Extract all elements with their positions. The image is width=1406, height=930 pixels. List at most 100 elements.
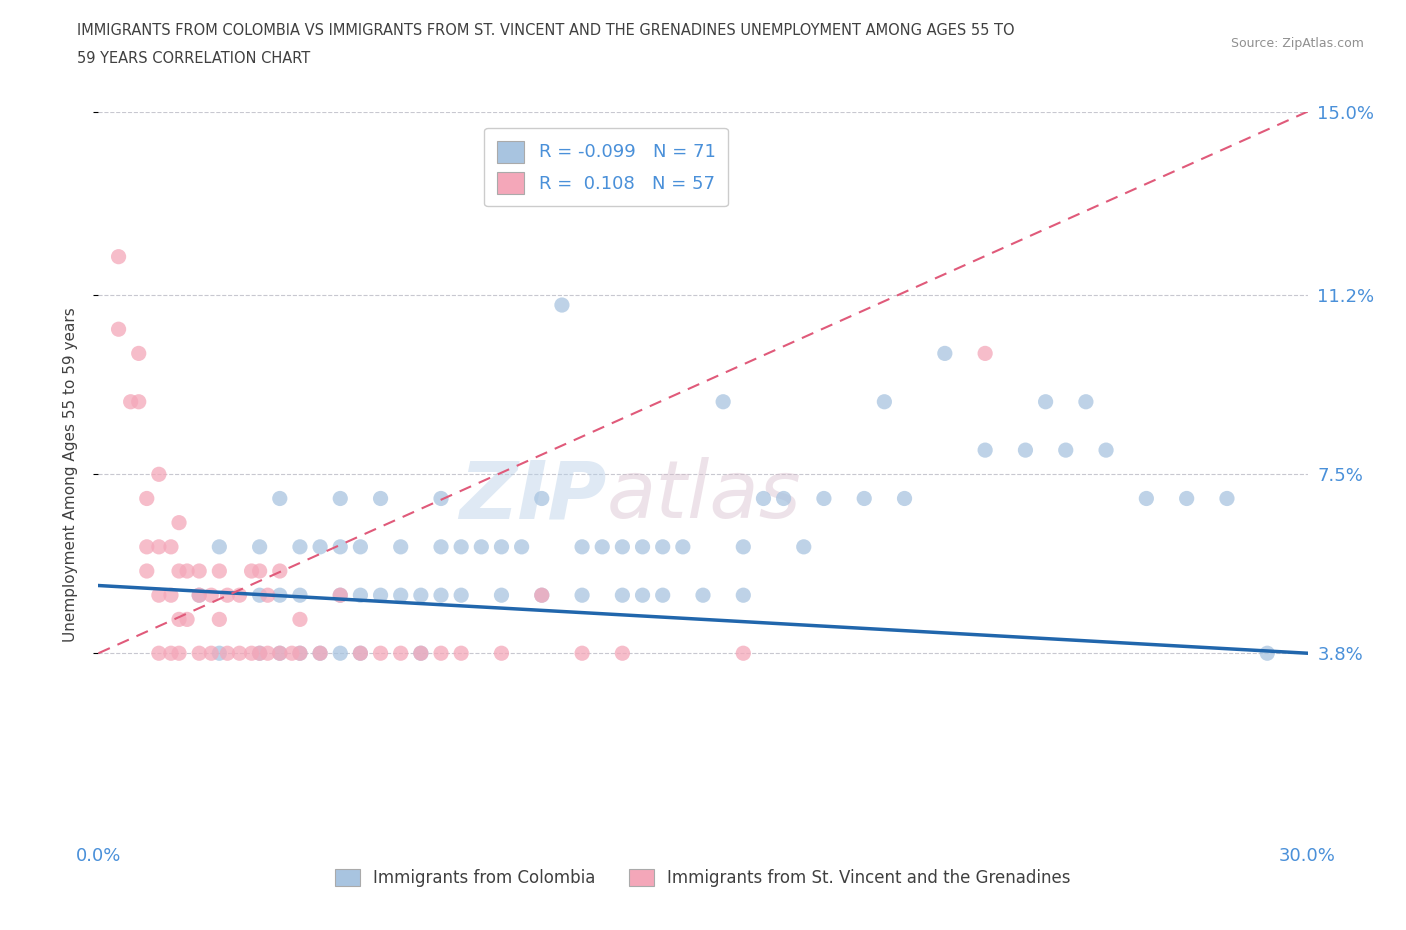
Point — [167, 564, 190, 578]
Point — [249, 645, 271, 660]
Point — [530, 491, 553, 506]
Point — [329, 539, 352, 554]
Point — [208, 645, 231, 660]
Point — [288, 588, 311, 603]
Point — [349, 588, 371, 603]
Point — [148, 588, 170, 603]
Point — [631, 588, 654, 603]
Point — [733, 645, 755, 660]
Point — [591, 539, 613, 554]
Point — [349, 645, 371, 660]
Point — [430, 645, 453, 660]
Point — [470, 539, 492, 554]
Point — [167, 645, 190, 660]
Point — [491, 588, 513, 603]
Point — [1054, 443, 1077, 458]
Point — [612, 588, 634, 603]
Point — [167, 612, 190, 627]
Point — [107, 249, 129, 264]
Point — [107, 322, 129, 337]
Point — [651, 539, 673, 554]
Point — [430, 491, 453, 506]
Point — [135, 564, 157, 578]
Point — [256, 588, 278, 603]
Point — [240, 645, 263, 660]
Text: IMMIGRANTS FROM COLOMBIA VS IMMIGRANTS FROM ST. VINCENT AND THE GRENADINES UNEMP: IMMIGRANTS FROM COLOMBIA VS IMMIGRANTS F… — [77, 23, 1015, 38]
Point — [349, 645, 371, 660]
Point — [389, 588, 412, 603]
Point — [249, 539, 271, 554]
Point — [249, 588, 271, 603]
Point — [309, 645, 332, 660]
Point — [148, 539, 170, 554]
Point — [612, 645, 634, 660]
Point — [269, 491, 291, 506]
Point — [128, 346, 150, 361]
Point — [370, 491, 392, 506]
Point — [1095, 443, 1118, 458]
Point — [530, 588, 553, 603]
Point — [135, 491, 157, 506]
Point — [409, 645, 432, 660]
Point — [692, 588, 714, 603]
Point — [217, 588, 239, 603]
Point — [269, 564, 291, 578]
Text: atlas: atlas — [606, 457, 801, 535]
Point — [1256, 645, 1278, 660]
Point — [269, 645, 291, 660]
Point — [167, 515, 190, 530]
Point — [128, 394, 150, 409]
Text: ZIP: ZIP — [458, 457, 606, 535]
Point — [571, 588, 593, 603]
Point — [188, 588, 211, 603]
Point — [228, 645, 250, 660]
Point — [651, 588, 673, 603]
Point — [120, 394, 142, 409]
Point — [672, 539, 695, 554]
Y-axis label: Unemployment Among Ages 55 to 59 years: Unemployment Among Ages 55 to 59 years — [63, 307, 77, 642]
Point — [309, 645, 332, 660]
Point — [733, 539, 755, 554]
Point — [288, 645, 311, 660]
Point — [974, 443, 997, 458]
Point — [249, 645, 271, 660]
Point — [200, 588, 222, 603]
Point — [208, 564, 231, 578]
Point — [160, 588, 183, 603]
Point — [571, 539, 593, 554]
Point — [288, 612, 311, 627]
Point — [188, 564, 211, 578]
Point — [228, 588, 250, 603]
Point — [370, 588, 392, 603]
Point — [1216, 491, 1239, 506]
Point — [217, 645, 239, 660]
Point — [349, 539, 371, 554]
Point — [200, 645, 222, 660]
Point — [631, 539, 654, 554]
Point — [249, 564, 271, 578]
Text: Source: ZipAtlas.com: Source: ZipAtlas.com — [1230, 37, 1364, 50]
Point — [288, 645, 311, 660]
Point — [1014, 443, 1036, 458]
Point — [430, 588, 453, 603]
Text: 59 YEARS CORRELATION CHART: 59 YEARS CORRELATION CHART — [77, 51, 311, 66]
Point — [1074, 394, 1097, 409]
Point — [450, 645, 472, 660]
Point — [974, 346, 997, 361]
Point — [409, 588, 432, 603]
Point — [176, 612, 198, 627]
Point — [269, 588, 291, 603]
Point — [188, 645, 211, 660]
Point — [188, 588, 211, 603]
Point — [329, 645, 352, 660]
Point — [176, 564, 198, 578]
Point — [612, 539, 634, 554]
Point — [1035, 394, 1057, 409]
Point — [813, 491, 835, 506]
Point — [853, 491, 876, 506]
Point — [389, 645, 412, 660]
Point — [450, 588, 472, 603]
Point — [510, 539, 533, 554]
Point — [208, 612, 231, 627]
Point — [240, 564, 263, 578]
